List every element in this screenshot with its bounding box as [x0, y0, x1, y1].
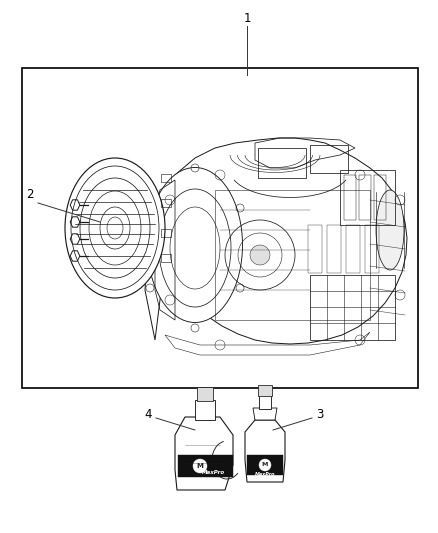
- Text: M: M: [262, 463, 268, 467]
- Polygon shape: [145, 138, 407, 344]
- Bar: [310, 145, 348, 173]
- Bar: [161, 254, 171, 262]
- Bar: [195, 400, 215, 420]
- Bar: [161, 199, 171, 207]
- Bar: [327, 225, 341, 273]
- Bar: [215, 190, 370, 320]
- Text: 2: 2: [26, 189, 34, 201]
- Bar: [161, 229, 171, 237]
- Bar: [310, 275, 395, 340]
- Text: MaxPro: MaxPro: [255, 472, 275, 477]
- Text: M: M: [197, 463, 203, 469]
- Bar: [340, 170, 395, 225]
- Polygon shape: [175, 417, 233, 490]
- Text: MaxPro: MaxPro: [201, 470, 225, 474]
- Bar: [259, 395, 271, 409]
- Bar: [197, 387, 213, 401]
- Text: 1: 1: [243, 12, 251, 25]
- Polygon shape: [253, 408, 277, 420]
- Bar: [258, 148, 306, 178]
- Bar: [346, 225, 360, 273]
- Bar: [161, 174, 171, 182]
- Ellipse shape: [65, 158, 165, 298]
- Bar: [308, 225, 322, 273]
- Circle shape: [259, 459, 271, 471]
- Ellipse shape: [376, 190, 404, 270]
- Bar: [365, 225, 379, 273]
- Circle shape: [193, 459, 207, 473]
- Polygon shape: [245, 420, 285, 482]
- Circle shape: [250, 245, 270, 265]
- Bar: [359, 175, 371, 220]
- Bar: [258, 385, 272, 396]
- Bar: [374, 175, 386, 220]
- Bar: [178, 455, 233, 477]
- Text: 4: 4: [144, 408, 152, 422]
- Text: 3: 3: [316, 408, 324, 422]
- Bar: [344, 175, 356, 220]
- Ellipse shape: [148, 167, 243, 322]
- Bar: [247, 455, 283, 475]
- Bar: [22, 68, 418, 388]
